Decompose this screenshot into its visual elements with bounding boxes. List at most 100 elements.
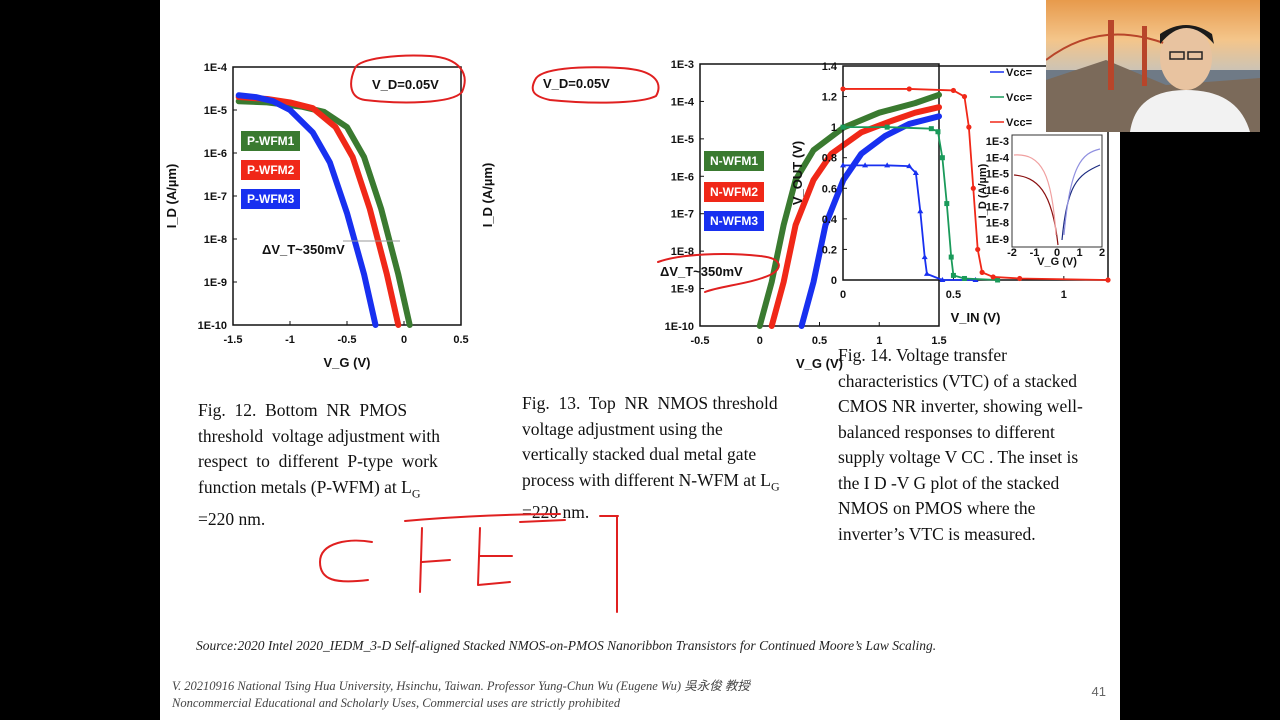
x-tick-label: 0.5 (453, 334, 468, 346)
ink-c (319, 539, 373, 583)
y-axis-title: I_D (A/µm) (480, 163, 495, 228)
annotation-dvt: ΔV_T~350mV (262, 242, 345, 257)
y-tick-label: 0.2 (822, 244, 837, 256)
series-point (990, 274, 996, 280)
x-tick-label: 1 (1061, 289, 1067, 301)
x-tick-label: -0.5 (691, 335, 710, 347)
inset-curve-p2 (1013, 154, 1057, 236)
series-point (944, 201, 950, 207)
series-point (1105, 277, 1111, 283)
x-axis-title: V_G (V) (324, 355, 371, 370)
y-tick-label: 1E-10 (665, 321, 694, 333)
y-tick-label: 1E-7 (671, 209, 694, 221)
y-tick-label: 1E-6 (204, 148, 227, 160)
webcam-video (1046, 0, 1260, 132)
caption-fig12: Fig. 12. Bottom NR PMOS threshold voltag… (198, 400, 445, 529)
y-tick-label: 1E-6 (671, 171, 694, 183)
series-point (921, 254, 928, 260)
legend-p-wfm2: P-WFM2 (241, 160, 301, 180)
series-point (950, 87, 957, 94)
inset-x-tick: 0 (1054, 247, 1060, 259)
inset-y-title: I_D (A/µm) (977, 163, 989, 218)
y-tick-label: 1E-9 (671, 284, 694, 296)
caption-fig14: Fig. 14. Voltage transfer characteristic… (838, 345, 1083, 544)
y-tick-label: 1E-8 (671, 246, 694, 258)
y-axis-title: I_D (A/µm) (164, 164, 179, 229)
x-tick-label: 0 (757, 335, 763, 347)
x-tick-label: 0 (840, 289, 846, 301)
y-axis-title: V_OUT (V) (790, 141, 805, 205)
legend-p-wfm1: P-WFM1 (241, 131, 301, 151)
chart-fig12: 1E-10 1E-9 1E-8 1E-7 1E-6 1E-5 1E-4 -1.5 -1 -0.5 0… (160, 0, 480, 390)
y-tick-label: 1E-7 (204, 191, 227, 203)
legend-p-wfm3: P-WFM3 (241, 189, 301, 209)
series-point (950, 272, 956, 278)
y-tick-label: 1.2 (822, 92, 837, 104)
series-point (939, 155, 945, 161)
inset-x-tick: 1 (1076, 247, 1082, 259)
series-point (970, 185, 976, 191)
series-point (975, 246, 981, 253)
series-point (928, 126, 934, 132)
y-tick-label: 0.6 (822, 183, 837, 195)
series-line-3 (235, 92, 379, 328)
ink-t (519, 515, 619, 613)
series-point (906, 163, 913, 169)
ink-e (477, 527, 513, 586)
chart-fig14: 0 0.2 0.4 0.6 0.8 1 1.2 1.4 0 0.5 1 V_IN (V) V_OUT (… (790, 0, 1120, 340)
x-tick-label: 0.5 (946, 289, 961, 301)
y-tick-label: 0 (831, 275, 837, 287)
series-line-2 (768, 104, 942, 329)
y-tick-label: 1.4 (822, 61, 838, 73)
inset-y-tick: 1E-8 (986, 218, 1009, 230)
x-tick-label: 1 (876, 335, 882, 347)
x-axis-title: V_G (V) (796, 356, 843, 371)
series-point (948, 254, 954, 260)
series-point (917, 208, 924, 214)
caption-fig13: Fig. 13. Top NR NMOS threshold voltage a… (522, 393, 783, 522)
y-tick-label: 1E-4 (204, 62, 228, 74)
series-line-1 (842, 164, 977, 281)
series-point (840, 162, 846, 168)
x-axis-title: V_IN (V) (951, 310, 1001, 325)
legend-label: Vcc= (1006, 92, 1032, 104)
legend-n-wfm3: N-WFM3 (704, 211, 764, 231)
source-citation: Source:2020 Intel 2020_IEDM_3-D Self-ali… (196, 638, 937, 653)
y-tick-label: 1E-9 (204, 277, 227, 289)
inset-x-title: V_G (V) (1037, 256, 1077, 268)
series-point (966, 124, 972, 130)
series-line-2 (842, 126, 999, 281)
series-point (923, 270, 930, 276)
series-point (961, 275, 967, 281)
series-point (995, 277, 1001, 283)
inset-y-tick: 1E-5 (986, 169, 1009, 181)
x-tick-label: -0.5 (338, 334, 357, 346)
annotation-vd: V_D=0.05V (543, 76, 610, 91)
chart-fig14-svg: 0 0.2 0.4 0.6 0.8 1 1.2 1.4 0 0.5 1 V_IN (V) V_OUT (… (790, 61, 1111, 325)
inset-x-tick: 2 (1099, 247, 1105, 259)
x-tick-label: -1.5 (224, 334, 243, 346)
y-tick-label: 1E-5 (204, 105, 227, 117)
series-point (961, 93, 968, 100)
inset-y-tick: 1E-6 (986, 185, 1009, 197)
y-tick-label: 1E-3 (671, 59, 694, 71)
series-line-3 (798, 113, 942, 329)
inset-y-tick: 1E-3 (986, 136, 1009, 148)
series-point (884, 124, 890, 130)
series-point (906, 86, 912, 92)
series-point (939, 277, 946, 282)
y-tick-label: 1E-10 (198, 320, 227, 332)
chart-fig13: 1E-10 1E-9 1E-8 1E-7 1E-6 1E-5 1E-4 1E-3 -0.5 0 0.… (480, 0, 947, 390)
legend-label: Vcc= (1006, 67, 1032, 79)
inset-frame (1011, 134, 1103, 248)
annotation-vd: V_D=0.05V (372, 77, 439, 92)
slide: 1E-10 1E-9 1E-8 1E-7 1E-6 1E-5 1E-4 -1.5 -1 -0.5 0… (160, 0, 1120, 720)
x-tick-label: 1.5 (931, 335, 946, 347)
series-point (840, 86, 846, 92)
inset-y-tick: 1E-4 (986, 152, 1010, 164)
inset-x-tick: -2 (1007, 247, 1017, 259)
series-point (862, 162, 869, 168)
footer: V. 20210916 National Tsing Hua Universit… (172, 678, 750, 712)
chart-fig12-svg: 1E-10 1E-9 1E-8 1E-7 1E-6 1E-5 1E-4 -1.5 -1 -0.5 0… (164, 62, 469, 370)
webcam-scene (1046, 20, 1260, 132)
